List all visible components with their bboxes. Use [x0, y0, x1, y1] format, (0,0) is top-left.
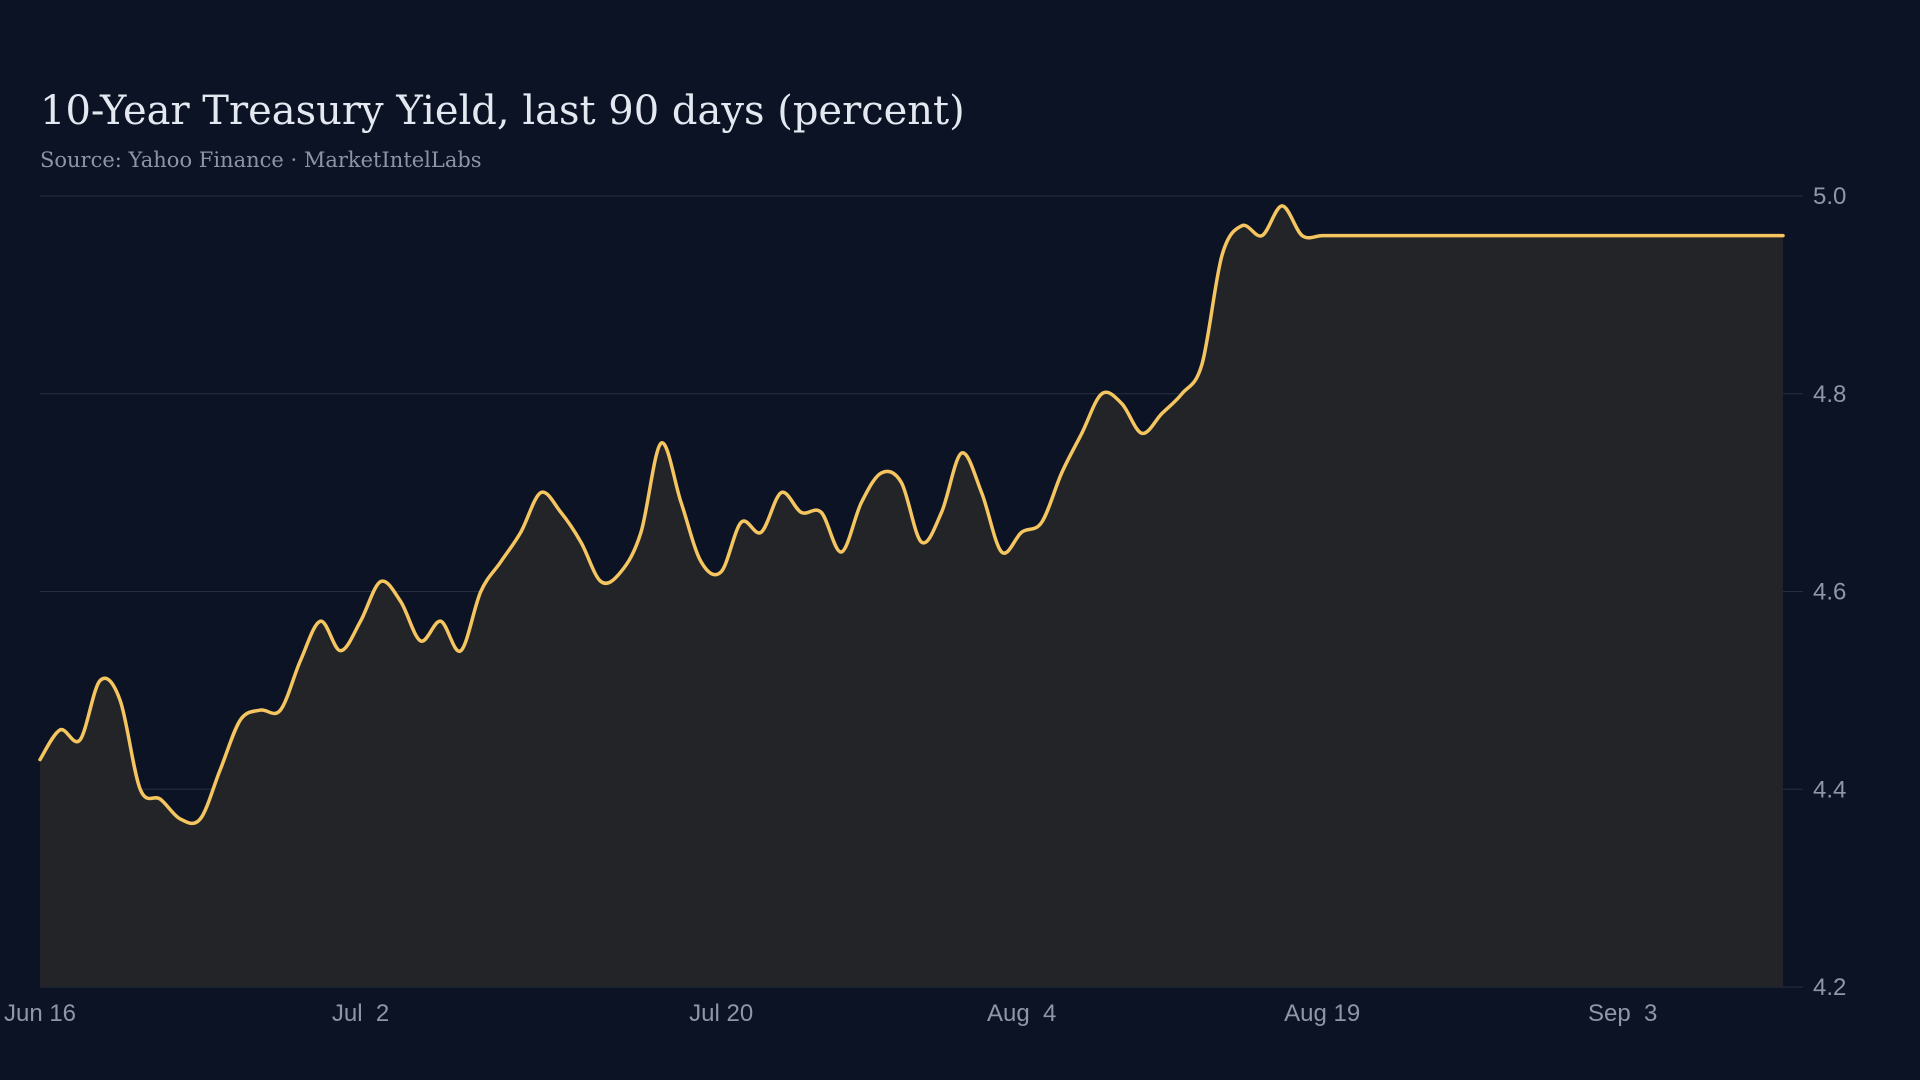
y-tick-label: 4.4	[1813, 776, 1846, 803]
series-line	[38, 204, 1785, 826]
area-fill	[40, 205, 1783, 987]
y-axis: 4.2 4.4 4.6 4.8 5.0	[1813, 183, 1846, 1001]
chart-title: 10-Year Treasury Yield, last 90 days (pe…	[40, 88, 965, 134]
y-tick-label: 4.8	[1813, 381, 1846, 408]
x-tick-label: Aug 4	[987, 1000, 1056, 1027]
x-tick-label: Jun 16	[4, 1000, 76, 1027]
y-tick-label: 4.2	[1813, 974, 1846, 1001]
series-line-layer	[38, 204, 1785, 826]
x-tick-label: Aug 19	[1284, 1000, 1360, 1027]
y-tick-label: 4.6	[1813, 579, 1846, 606]
x-tick-label: Jul 20	[689, 1000, 753, 1027]
x-tick-label: Jul 2	[332, 1000, 389, 1027]
x-tick-label: Sep 3	[1588, 1000, 1657, 1027]
chart-subtitle: Source: Yahoo Finance · MarketIntelLabs	[40, 148, 482, 172]
y-tick-label: 5.0	[1813, 183, 1846, 210]
area-fill-layer	[40, 205, 1783, 987]
x-axis: Jun 16 Jul 2 Jul 20 Aug 4 Aug 19 Sep 3	[4, 1000, 1657, 1027]
